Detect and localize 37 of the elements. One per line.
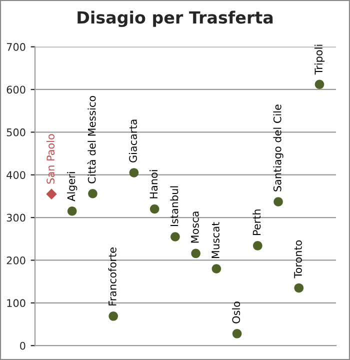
point	[129, 168, 139, 178]
x-tick-label: Mosca	[191, 212, 199, 243]
x-tick-label: Perth	[252, 210, 261, 235]
y-tick-label: 400	[6, 171, 26, 179]
point	[88, 188, 98, 198]
point	[67, 206, 77, 216]
y-tick-label: 100	[7, 299, 26, 308]
point	[314, 80, 324, 90]
point	[150, 204, 160, 214]
x-tick-label: Città del Messico	[87, 96, 96, 184]
point	[191, 248, 200, 258]
x-tick-label: Tripoli	[314, 44, 325, 75]
x-tick-label: Oslo	[232, 302, 240, 324]
x-tick-label: Muscat	[212, 222, 220, 258]
y-tick-label: 500	[6, 128, 26, 136]
y-tick-label: 300	[6, 214, 26, 222]
chart-title: Disagio per Trasferta	[78, 10, 273, 28]
point	[274, 197, 283, 206]
point	[294, 283, 304, 293]
x-tick-label: Istanbul	[170, 186, 178, 226]
point	[170, 232, 180, 242]
x-tick-label: Hanoi	[150, 170, 158, 198]
x-tick-label: Santiago del Cile	[273, 104, 284, 192]
point	[253, 241, 262, 250]
point	[212, 264, 222, 274]
y-tick-label: 0	[20, 342, 26, 350]
y-tick-label: 600	[6, 86, 26, 94]
x-tick-label: Algeri	[67, 172, 78, 202]
x-tick-label: Giacarta	[128, 120, 137, 162]
y-tick-label: 200	[6, 256, 26, 264]
x-tick-label: Toronto	[294, 240, 302, 278]
point	[108, 311, 118, 321]
x-tick-label: San Paolo	[46, 134, 55, 184]
x-tick-label: Francoforte	[108, 248, 116, 306]
y-tick-label: 700	[6, 43, 26, 51]
point	[46, 188, 57, 200]
point	[232, 328, 242, 338]
